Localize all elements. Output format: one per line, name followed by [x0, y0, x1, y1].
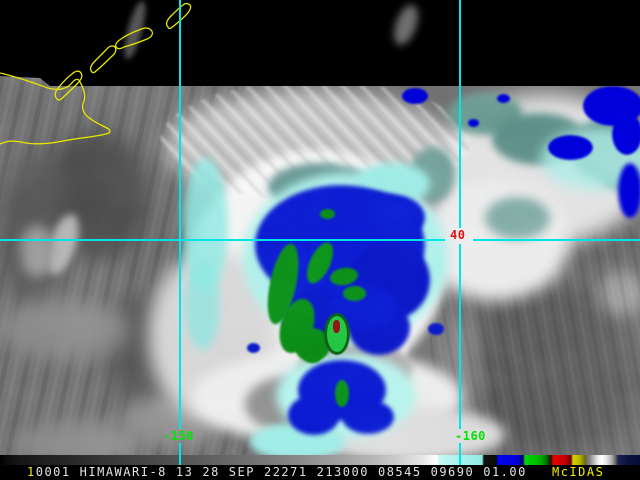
longitude-gridline [459, 443, 461, 465]
space-background [0, 0, 640, 86]
hokkaido-coastline [0, 72, 111, 145]
satellite-image-canvas[interactable] [0, 76, 640, 455]
color-calibration-bar [0, 455, 640, 465]
magnification: 01.00 [483, 465, 527, 479]
latitude-gridline [473, 239, 640, 241]
longitude-gridline [179, 0, 181, 429]
image-number: 0001 [35, 465, 71, 479]
month: SEP [228, 465, 255, 479]
longitude-gridline [459, 244, 461, 429]
coastline-map-overlay [0, 2, 192, 145]
mcidas-logo-text: McIDAS [552, 465, 605, 479]
frame-and-image-number: 10001 [27, 465, 71, 480]
longitude-gridline [179, 443, 181, 465]
cloud-noise-texture [0, 76, 640, 455]
kuril-island [114, 27, 154, 50]
element-coordinate: 09690 [430, 465, 475, 479]
julian-date: 22271 [263, 465, 308, 479]
kuril-island [89, 45, 117, 74]
latitude-gridline [0, 239, 445, 241]
image-time: 213000 [316, 465, 369, 479]
latitude-label: 40 [450, 228, 466, 242]
longitude-label: -150 [163, 429, 194, 443]
frame-number: 1 [27, 465, 36, 479]
kuril-island [165, 2, 192, 30]
kuril-island [54, 70, 83, 101]
longitude-gridline [459, 0, 461, 228]
annotation-bar: 10001 HIMAWARI-8 13 28 SEP 22271 213000 … [0, 465, 640, 480]
band-number: 13 [175, 465, 194, 479]
longitude-label: -160 [455, 429, 486, 443]
day-of-month: 28 [202, 465, 220, 479]
image-annotation-text: 10001 HIMAWARI-8 13 28 SEP 22271 213000 … [27, 465, 527, 480]
satellite-name: HIMAWARI-8 [79, 465, 167, 479]
line-coordinate: 08545 [377, 465, 422, 479]
cloud-blob [389, 1, 423, 49]
